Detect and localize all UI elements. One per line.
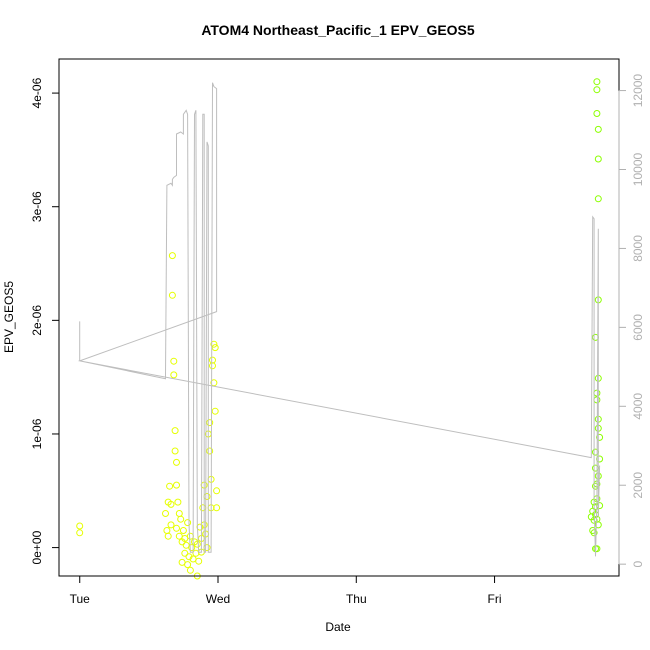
series-0-point [171, 447, 179, 455]
series-0-point [209, 356, 216, 364]
series-0-point [166, 482, 174, 490]
series-1-point [594, 195, 602, 203]
x-tick-label: Wed [206, 592, 230, 606]
series-0-point [162, 510, 169, 517]
y2-tick-label: 6000 [631, 314, 645, 341]
series-0-point [163, 527, 171, 534]
series-0-point [173, 458, 180, 466]
chart-title: ATOM4 Northeast_Pacific_1 EPV_GEOS5 [201, 22, 475, 38]
series-0-point [206, 447, 214, 455]
series-0-point [173, 524, 180, 532]
series-0-point [186, 532, 194, 540]
series-1-point [594, 125, 602, 133]
series-0-point [179, 527, 187, 534]
series-0-point [203, 493, 211, 500]
series-0-point [188, 544, 196, 552]
series-0-point [175, 510, 183, 517]
series-1-point [593, 110, 601, 117]
series-0-point [171, 427, 179, 435]
series-0-point [203, 544, 211, 552]
data-marks [76, 78, 604, 580]
series-0-point [178, 558, 186, 566]
series-0-point [185, 553, 193, 561]
series-0-point [192, 549, 200, 557]
y2-tick-label: 8000 [631, 235, 645, 262]
series-1-point [594, 521, 602, 529]
series-0-point [168, 252, 176, 260]
series-1-point [596, 433, 604, 441]
x-tick-label: Fri [488, 592, 502, 606]
series-0-point [193, 540, 201, 548]
series-0-point [76, 522, 84, 530]
x-tick-label: Thu [346, 592, 367, 606]
series-2-line [77, 82, 601, 557]
series-0-point [211, 407, 219, 415]
series-0-point [177, 515, 185, 523]
y-tick-label: 1e-06 [30, 418, 44, 449]
y-tick-label: 0e+00 [30, 530, 44, 564]
series-0-point [213, 487, 221, 495]
series-1-point [590, 529, 598, 537]
series-1-point [596, 502, 604, 510]
series-0-point [186, 566, 194, 574]
x-tick-label: Tue [70, 592, 91, 606]
series-0-point [181, 549, 189, 557]
series-0-point [170, 357, 178, 365]
y-tick-label: 4e-06 [30, 77, 44, 108]
series-0-point [206, 419, 214, 427]
series-0-point [199, 504, 207, 512]
series-1-point [593, 396, 601, 404]
series-1-point [593, 78, 601, 86]
y-tick-label: 3e-06 [30, 191, 44, 222]
series-0-point [210, 340, 218, 348]
series-0-point [181, 535, 189, 542]
series-0-point [76, 529, 84, 537]
series-1-point [596, 455, 604, 463]
y-axis: 0e+00 1e-06 2e-06 3e-06 4e-06 [30, 77, 60, 564]
series-1-point [593, 389, 601, 397]
series-0-point [173, 481, 180, 489]
y2-axis: 0 2000 4000 6000 8000 10000 12000 [618, 74, 645, 568]
y-axis-title: EPV_GEOS5 [2, 281, 16, 353]
y2-tick-label: 2000 [631, 472, 645, 499]
y2-tick-label: 0 [631, 561, 645, 568]
y2-tick-label: 12000 [631, 74, 645, 108]
series-0-point [174, 498, 182, 506]
plot-area [58, 58, 620, 577]
series-0-point [209, 362, 216, 370]
y2-tick-label: 10000 [631, 152, 645, 186]
series-0-point [167, 521, 175, 529]
series-0-point [213, 504, 221, 512]
series-0-point [195, 557, 203, 565]
y-tick-label: 2e-06 [30, 305, 44, 336]
series-1-point [592, 464, 599, 472]
series-0-point [164, 532, 172, 540]
series-0-point [168, 291, 176, 299]
series-1-point [593, 86, 601, 94]
series-1-point [593, 545, 601, 553]
series-0-point [167, 500, 175, 508]
x-axis: Tue Wed Thu Fri [70, 575, 502, 606]
series-1-point [594, 155, 602, 163]
series-0-point [170, 371, 178, 379]
y2-tick-label: 4000 [631, 393, 645, 420]
series-0-point [184, 519, 192, 527]
x-axis-title: Date [325, 620, 351, 634]
